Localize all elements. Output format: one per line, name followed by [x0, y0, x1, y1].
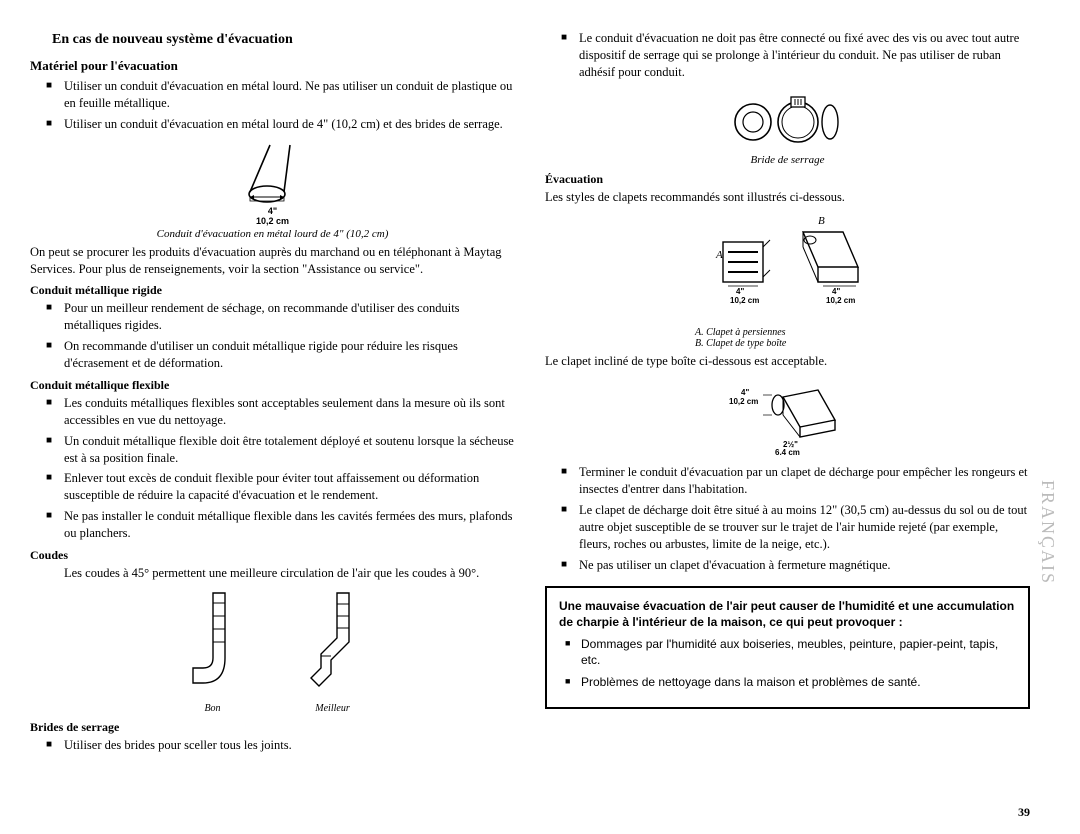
- svg-text:10,2 cm: 10,2 cm: [826, 296, 855, 305]
- warning-item: Dommages par l'humidité aux boiseries, m…: [565, 636, 1016, 668]
- page-number: 39: [1018, 805, 1030, 820]
- language-side-label: FRANÇAIS: [1037, 480, 1058, 585]
- elbow-label-better: Meilleur: [303, 703, 363, 714]
- warning-heading: Une mauvaise évacuation de l'air peut ca…: [559, 598, 1016, 630]
- svg-text:4": 4": [741, 388, 749, 397]
- clamps-bullets: Utiliser des brides pour sceller tous le…: [46, 737, 515, 754]
- hood-legend-b: B. Clapet de type boîte: [695, 338, 1030, 349]
- exhaust-bullets: Terminer le conduit d'évacuation par un …: [561, 464, 1030, 573]
- bullet-item: Ne pas installer le conduit métallique f…: [46, 508, 515, 542]
- clamp-figure: Bride de serrage: [545, 87, 1030, 166]
- clamp-caption: Bride de serrage: [545, 154, 1030, 166]
- rigid-heading: Conduit métallique rigide: [30, 283, 515, 298]
- bullet-item: Utiliser un conduit d'évacuation en méta…: [46, 116, 515, 133]
- top-bullets: Le conduit d'évacuation ne doit pas être…: [561, 30, 1030, 81]
- hoods-icon: A B 4" 10,2 cm 4" 10,2 cm: [708, 212, 868, 322]
- elbows-text: Les coudes à 45° permettent une meilleur…: [64, 565, 515, 582]
- bullet-item: Terminer le conduit d'évacuation par un …: [561, 464, 1030, 498]
- figure-caption: Conduit d'évacuation en métal lourd de 4…: [30, 228, 515, 240]
- elbows-heading: Coudes: [30, 548, 515, 563]
- warning-bullets: Dommages par l'humidité aux boiseries, m…: [565, 636, 1016, 691]
- body-text: On peut se procurer les produits d'évacu…: [30, 244, 515, 278]
- right-column: Le conduit d'évacuation ne doit pas être…: [545, 30, 1030, 758]
- elbow-label-good: Bon: [183, 703, 243, 714]
- warning-item: Problèmes de nettoyage dans la maison et…: [565, 674, 1016, 690]
- section-title: En cas de nouveau système d'évacuation: [30, 32, 515, 48]
- exhaust-para2: Le clapet incliné de type boîte ci-desso…: [545, 353, 1030, 370]
- svg-text:10,2 cm: 10,2 cm: [729, 397, 758, 406]
- hood-a-label: A: [715, 249, 723, 261]
- bullet-item: On recommande d'utiliser un conduit méta…: [46, 338, 515, 372]
- material-bullets: Utiliser un conduit d'évacuation en méta…: [46, 78, 515, 133]
- warning-box: Une mauvaise évacuation de l'air peut ca…: [545, 586, 1030, 709]
- svg-text:4": 4": [736, 287, 744, 296]
- hood-b-label: B: [818, 215, 825, 227]
- left-column: En cas de nouveau système d'évacuation M…: [30, 30, 515, 758]
- bullet-item: Utiliser un conduit d'évacuation en méta…: [46, 78, 515, 112]
- elbows-figure: Bon Meilleur: [30, 588, 515, 714]
- bullet-item: Utiliser des brides pour sceller tous le…: [46, 737, 515, 754]
- dim-label: 4": [268, 206, 277, 216]
- bullet-item: Les conduits métalliques flexibles sont …: [46, 395, 515, 429]
- clamps-heading: Brides de serrage: [30, 720, 515, 735]
- bullet-item: Enlever tout excès de conduit flexible p…: [46, 470, 515, 504]
- exhaust-para: Les styles de clapets recommandés sont i…: [545, 189, 1030, 206]
- vent-pipe-figure: 4" 10,2 cm Conduit d'évacuation en métal…: [30, 139, 515, 240]
- clamp-icon: [728, 87, 848, 147]
- bullet-item: Le conduit d'évacuation ne doit pas être…: [561, 30, 1030, 81]
- angled-hood-figure: 4" 10,2 cm 2½" 6,4 cm: [545, 375, 1030, 460]
- flexible-heading: Conduit métallique flexible: [30, 378, 515, 393]
- angled-hood-icon: 4" 10,2 cm 2½" 6,4 cm: [723, 375, 853, 455]
- elbow-90-icon: [183, 588, 243, 698]
- bullet-item: Le clapet de décharge doit être situé à …: [561, 502, 1030, 553]
- exhaust-heading: Évacuation: [545, 172, 1030, 187]
- material-heading: Matériel pour l'évacuation: [30, 58, 515, 74]
- svg-text:4": 4": [832, 287, 840, 296]
- hood-legend-a: A. Clapet à persiennes: [695, 327, 1030, 338]
- bullet-item: Ne pas utiliser un clapet d'évacuation à…: [561, 557, 1030, 574]
- svg-text:10,2 cm: 10,2 cm: [730, 296, 759, 305]
- svg-text:6,4 cm: 6,4 cm: [775, 448, 800, 455]
- elbow-45-icon: [303, 588, 363, 698]
- bullet-item: Un conduit métallique flexible doit être…: [46, 433, 515, 467]
- hoods-figure: A B 4" 10,2 cm 4" 10,2 cm A. Clapet à pe…: [545, 212, 1030, 349]
- rigid-bullets: Pour un meilleur rendement de séchage, o…: [46, 300, 515, 372]
- vent-pipe-icon: [233, 139, 313, 209]
- dim-label: 10,2 cm: [256, 216, 289, 226]
- flexible-bullets: Les conduits métalliques flexibles sont …: [46, 395, 515, 542]
- bullet-item: Pour un meilleur rendement de séchage, o…: [46, 300, 515, 334]
